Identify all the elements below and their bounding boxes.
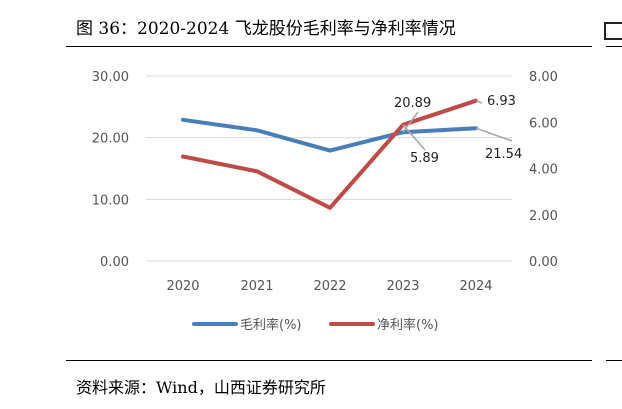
right-tick-label: 2.00 — [529, 209, 558, 224]
source-note: 资料来源：Wind，山西证券研究所 — [76, 378, 326, 397]
data-label: 6.93 — [487, 94, 516, 109]
next-figure-bottom-rule — [606, 360, 622, 361]
top-rule — [66, 46, 592, 47]
x-tick-label: 2022 — [313, 279, 346, 294]
series-line-0 — [181, 117, 478, 153]
right-tick-label: 8.00 — [529, 70, 558, 85]
right-tick-label: 4.00 — [529, 163, 558, 178]
bottom-rule — [66, 360, 592, 361]
annotation-leader — [402, 111, 419, 133]
left-tick-label: 20.00 — [92, 132, 129, 147]
left-tick-label: 10.00 — [92, 193, 129, 208]
x-tick-label: 2024 — [459, 279, 492, 294]
legend-label: 净利率(%) — [377, 317, 439, 333]
legend-label: 毛利率(%) — [240, 317, 302, 333]
data-label: 5.89 — [410, 151, 439, 166]
chart-legend: 毛利率(%) 净利率(%) — [192, 317, 439, 333]
left-tick-label: 30.00 — [92, 70, 129, 85]
left-axis-ticks: 0.00 10.00 20.00 30.00 — [92, 70, 129, 270]
series-lines — [181, 98, 478, 210]
annotation-leader — [402, 124, 426, 151]
annotation-leader — [475, 100, 483, 104]
next-figure-rule — [606, 46, 622, 47]
next-figure-edge — [604, 22, 622, 40]
data-label: 21.54 — [485, 147, 522, 162]
right-tick-label: 0.00 — [529, 255, 558, 270]
gridlines — [146, 75, 512, 262]
x-tick-label: 2021 — [240, 279, 273, 294]
x-tick-label: 2020 — [166, 279, 199, 294]
x-tick-label: 2023 — [386, 279, 419, 294]
right-axis-ticks: 0.00 2.00 4.00 6.00 8.00 — [529, 70, 558, 270]
data-annotations: 20.89 21.54 5.89 6.93 — [394, 94, 522, 166]
annotation-leader — [475, 127, 513, 142]
data-label: 20.89 — [394, 96, 431, 111]
left-tick-label: 0.00 — [100, 255, 129, 270]
right-tick-label: 6.00 — [529, 116, 558, 131]
series-line-1 — [181, 98, 478, 210]
figure-title: 图 36：2020-2024 飞龙股份毛利率与净利率情况 — [76, 19, 456, 39]
x-axis-ticks: 2020 2021 2022 2023 2024 — [166, 279, 492, 294]
